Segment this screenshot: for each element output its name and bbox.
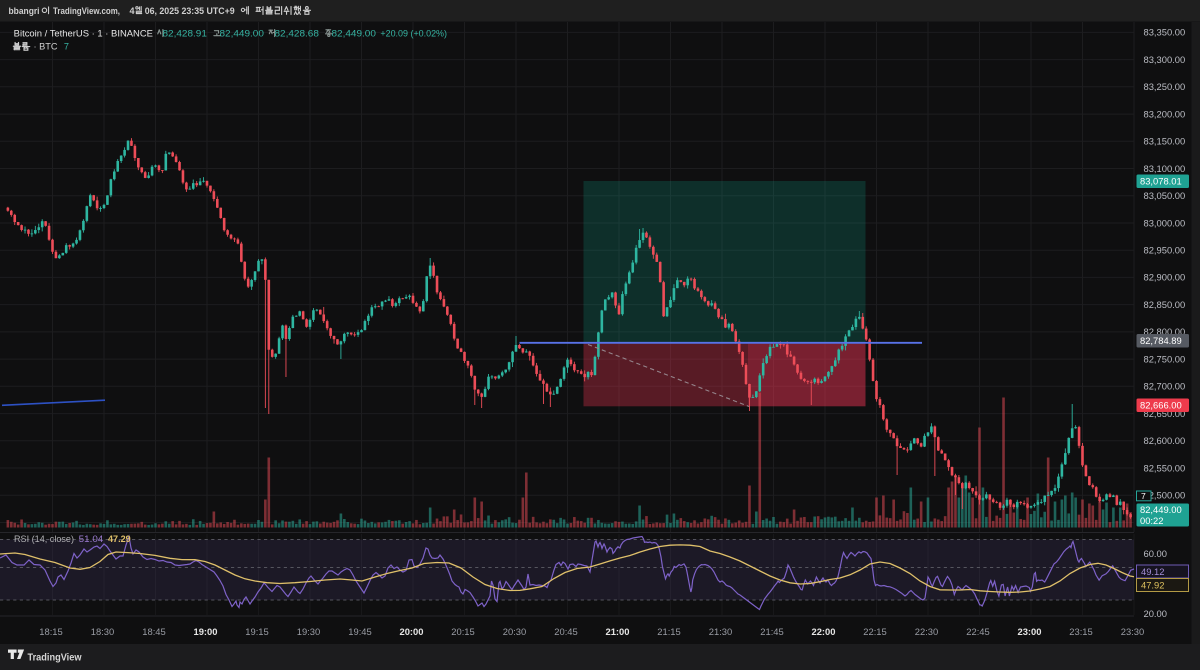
svg-text:82,500.00: 82,500.00 — [1144, 490, 1186, 501]
svg-text:83,200.00: 83,200.00 — [1144, 108, 1186, 119]
svg-text:51.04: 51.04 — [79, 534, 104, 544]
svg-text:82,449.00: 82,449.00 — [220, 28, 264, 38]
svg-text:83,050.00: 83,050.00 — [1144, 190, 1186, 201]
svg-text:18:45: 18:45 — [142, 626, 165, 637]
svg-text:18:30: 18:30 — [91, 626, 114, 637]
svg-text:TradingView: TradingView — [28, 651, 83, 663]
svg-text:82,666.00: 82,666.00 — [1140, 400, 1182, 411]
svg-text:82,600.00: 82,600.00 — [1144, 435, 1186, 446]
svg-text:82,650.00: 82,650.00 — [1144, 408, 1186, 419]
svg-text:82,700.00: 82,700.00 — [1144, 381, 1186, 392]
svg-text:82,550.00: 82,550.00 — [1144, 462, 1186, 473]
svg-text:Bitcoin / TetherUS · 1 · BINAN: Bitcoin / TetherUS · 1 · BINANCE — [14, 28, 153, 38]
svg-text:20:15: 20:15 — [451, 626, 474, 637]
svg-text:83,300.00: 83,300.00 — [1144, 54, 1186, 65]
svg-text:19:30: 19:30 — [297, 626, 320, 637]
svg-text:TradingView.com,: TradingView.com, — [53, 6, 120, 16]
svg-text:19:00: 19:00 — [194, 626, 218, 637]
svg-text:83,350.00: 83,350.00 — [1144, 27, 1186, 38]
svg-text:83,250.00: 83,250.00 — [1144, 81, 1186, 92]
svg-text:bbangri: bbangri — [9, 6, 40, 16]
svg-text:· BTC: · BTC — [34, 41, 58, 51]
svg-text:83,100.00: 83,100.00 — [1144, 163, 1186, 174]
svg-text:21:00: 21:00 — [606, 626, 630, 637]
svg-text:06, 2025 23:35 UTC+9: 06, 2025 23:35 UTC+9 — [145, 6, 235, 16]
svg-text:82,850.00: 82,850.00 — [1144, 299, 1186, 310]
svg-text:21:45: 21:45 — [760, 626, 783, 637]
svg-text:82,784.89: 82,784.89 — [1140, 335, 1182, 346]
svg-text:+20.09 (+0.02%): +20.09 (+0.02%) — [380, 28, 447, 38]
svg-text:RSI (14, close): RSI (14, close) — [14, 534, 74, 544]
svg-text:00:22: 00:22 — [1140, 515, 1163, 526]
svg-text:83,078.01: 83,078.01 — [1140, 176, 1182, 187]
svg-text:23:00: 23:00 — [1018, 626, 1042, 637]
svg-text:83,150.00: 83,150.00 — [1144, 136, 1186, 147]
svg-text:83,000.00: 83,000.00 — [1144, 217, 1186, 228]
svg-text:47.92: 47.92 — [1141, 580, 1164, 591]
svg-text:49.12: 49.12 — [1141, 566, 1164, 577]
svg-text:18:15: 18:15 — [39, 626, 62, 637]
svg-text:82,428.91: 82,428.91 — [163, 28, 207, 38]
svg-text:20.00: 20.00 — [1144, 608, 1167, 619]
svg-text:22:00: 22:00 — [812, 626, 836, 637]
svg-text:60.00: 60.00 — [1144, 548, 1167, 559]
svg-text:22:45: 22:45 — [966, 626, 989, 637]
svg-text:47.29: 47.29 — [108, 534, 131, 544]
svg-text:82,800.00: 82,800.00 — [1144, 326, 1186, 337]
svg-text:7: 7 — [1141, 491, 1146, 501]
svg-text:19:45: 19:45 — [348, 626, 371, 637]
svg-text:82,950.00: 82,950.00 — [1144, 245, 1186, 256]
svg-text:21:30: 21:30 — [709, 626, 732, 637]
svg-text:82,750.00: 82,750.00 — [1144, 353, 1186, 364]
svg-text:22:30: 22:30 — [915, 626, 938, 637]
svg-text:21:15: 21:15 — [657, 626, 680, 637]
svg-text:82,900.00: 82,900.00 — [1144, 272, 1186, 283]
svg-text:7: 7 — [64, 41, 69, 51]
svg-text:23:15: 23:15 — [1069, 626, 1092, 637]
svg-text:82,449.00: 82,449.00 — [332, 28, 376, 38]
svg-text:23:30: 23:30 — [1121, 626, 1144, 637]
svg-text:20:30: 20:30 — [503, 626, 526, 637]
svg-text:20:00: 20:00 — [400, 626, 424, 637]
svg-text:82,428.68: 82,428.68 — [275, 28, 319, 38]
svg-text:19:15: 19:15 — [245, 626, 268, 637]
svg-text:20:45: 20:45 — [554, 626, 577, 637]
svg-text:4: 4 — [130, 6, 135, 16]
svg-text:22:15: 22:15 — [863, 626, 886, 637]
svg-text:82,449.00: 82,449.00 — [1140, 504, 1182, 515]
